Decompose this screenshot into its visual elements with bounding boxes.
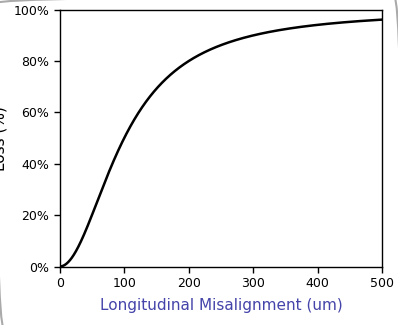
X-axis label: Longitudinal Misalignment (um): Longitudinal Misalignment (um) (100, 298, 342, 313)
Y-axis label: Loss (%): Loss (%) (0, 106, 8, 171)
